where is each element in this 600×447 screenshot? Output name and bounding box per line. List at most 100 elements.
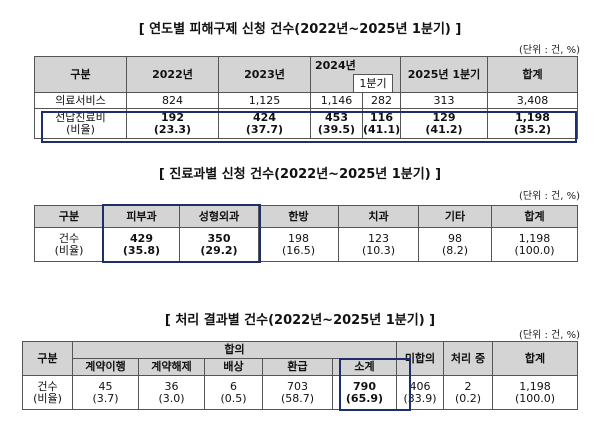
table-yearly-claims: 구분 2022년 2023년 2024년 2025년 1분기 합계 의료서비스 … xyxy=(34,56,578,139)
row-label-ratio: (비율) xyxy=(66,122,95,136)
table-department-claims: 구분 피부과 성형외과 한방 치과 기타 합계 건수 (비율) 429 (35.8)… xyxy=(34,205,578,262)
cell: 350 (29.2) xyxy=(179,227,259,262)
cell: 282 xyxy=(362,92,401,109)
row-label-prepaid: 선납진료비 (비율) xyxy=(34,108,127,139)
pct: (65.9) xyxy=(345,391,384,405)
value: 198 xyxy=(288,231,309,245)
header-refund: 환급 xyxy=(262,358,333,376)
row-label-medical-service: 의료서비스 xyxy=(34,92,127,109)
label-count: 건수 xyxy=(37,379,58,393)
cell: 192 (23.3) xyxy=(126,108,219,139)
cell: 1,198 (100.0) xyxy=(491,227,578,262)
header-total: 합계 xyxy=(492,341,578,376)
table2-unit: (단위 : 건, %) xyxy=(519,191,580,202)
pct: (58.7) xyxy=(280,391,315,405)
header-2022: 2022년 xyxy=(126,56,219,93)
value: 429 xyxy=(130,231,153,245)
cell: 453 (39.5) xyxy=(310,108,363,139)
table2-title: [ 진료과별 신청 건수(2022년~2025년 1분기) ] xyxy=(158,167,442,182)
cell: 313 xyxy=(400,92,488,109)
cell: 790 (65.9) xyxy=(332,375,397,410)
header-dermatology: 피부과 xyxy=(103,205,180,228)
header-compensation: 배상 xyxy=(204,358,263,376)
table3-unit: (단위 : 건, %) xyxy=(519,330,580,341)
header-subtotal: 소계 xyxy=(332,358,397,376)
table1-unit: (단위 : 건, %) xyxy=(519,45,580,56)
value: 2 xyxy=(464,379,472,393)
row-label-count: 건수 (비율) xyxy=(22,375,73,410)
value: 790 xyxy=(353,379,376,393)
cell: 1,125 xyxy=(218,92,311,109)
pct: (35.2) xyxy=(513,122,552,136)
value: 1,198 xyxy=(518,231,551,245)
header-dentistry: 치과 xyxy=(338,205,419,228)
header-oriental-medicine: 한방 xyxy=(258,205,339,228)
cell: 36 (3.0) xyxy=(138,375,205,410)
pct: (41.1) xyxy=(363,122,401,136)
header-agreement: 합의 xyxy=(72,341,397,359)
cell: 1,198 (35.2) xyxy=(487,108,578,139)
pct: (8.2) xyxy=(441,243,469,257)
cell: 406 (33.9) xyxy=(396,375,444,410)
header-category: 구분 xyxy=(22,341,73,376)
cell: 424 (37.7) xyxy=(218,108,311,139)
value: 703 xyxy=(287,379,308,393)
pct: (41.2) xyxy=(425,122,463,136)
pct: (10.3) xyxy=(361,243,396,257)
pct: (0.5) xyxy=(220,391,247,405)
cell: 45 (3.7) xyxy=(72,375,139,410)
header-2023: 2023년 xyxy=(218,56,311,93)
pct: (29.2) xyxy=(200,243,238,257)
header-unresolved: 미합의 xyxy=(396,341,444,376)
pct: (33.9) xyxy=(403,391,437,405)
cell: 3,408 xyxy=(487,92,578,109)
cell: 703 (58.7) xyxy=(262,375,333,410)
header-category: 구분 xyxy=(34,56,127,93)
cell: 1,198 (100.0) xyxy=(492,375,578,410)
header-other: 기타 xyxy=(418,205,492,228)
table3-title: [ 처리 결과별 건수(2022년~2025년 1분기) ] xyxy=(164,313,436,328)
value: 453 xyxy=(325,110,348,124)
header-contract-fulfillment: 계약이행 xyxy=(72,358,139,376)
value: 45 xyxy=(98,379,113,393)
pct: (39.5) xyxy=(317,122,356,136)
value: 192 xyxy=(161,110,184,124)
value: 406 xyxy=(409,379,431,393)
cell: 116 (41.1) xyxy=(362,108,401,139)
cell: 198 (16.5) xyxy=(258,227,339,262)
cell: 129 (41.2) xyxy=(400,108,488,139)
label-ratio: (비율) xyxy=(33,391,62,405)
value: 98 xyxy=(448,231,462,245)
pct: (3.0) xyxy=(158,391,185,405)
cell: 1,146 xyxy=(310,92,363,109)
header-2024-label: 2024년 xyxy=(315,59,356,72)
label-count: 건수 xyxy=(58,231,80,245)
value: 116 xyxy=(370,110,393,124)
pct: (0.2) xyxy=(454,391,482,405)
cell: 429 (35.8) xyxy=(103,227,180,262)
value: 123 xyxy=(368,231,389,245)
pct: (100.0) xyxy=(514,391,556,405)
header-category: 구분 xyxy=(34,205,104,228)
label-ratio: (비율) xyxy=(54,243,84,257)
pct: (35.8) xyxy=(122,243,161,257)
cell: 98 (8.2) xyxy=(418,227,492,262)
value: 424 xyxy=(253,110,276,124)
value: 36 xyxy=(164,379,179,393)
pct: (100.0) xyxy=(514,243,555,257)
header-plastic-surgery: 성형외과 xyxy=(179,205,259,228)
pct: (23.3) xyxy=(153,122,192,136)
pct: (16.5) xyxy=(281,243,316,257)
header-2025q1: 2025년 1분기 xyxy=(400,56,488,93)
value: 6 xyxy=(230,379,237,393)
table-result-claims: 구분 합의 미합의 처리 중 합계 계약이행 계약해제 배상 환급 소계 건수(… xyxy=(22,341,578,410)
cell: 123 (10.3) xyxy=(338,227,419,262)
header-processing: 처리 중 xyxy=(443,341,493,376)
header-q1: 1분기 xyxy=(353,74,393,93)
pct: (3.7) xyxy=(92,391,119,405)
table1-title: [ 연도별 피해구제 신청 건수(2022년~2025년 1분기) ] xyxy=(138,22,462,37)
value: 1,198 xyxy=(515,110,550,124)
pct: (37.7) xyxy=(245,122,284,136)
value: 1,198 xyxy=(519,379,551,393)
header-total: 합계 xyxy=(487,56,578,93)
